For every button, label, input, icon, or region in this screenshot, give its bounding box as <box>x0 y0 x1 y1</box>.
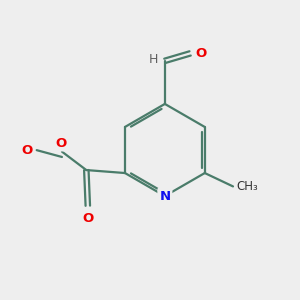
Text: N: N <box>159 190 170 202</box>
Text: O: O <box>196 47 207 60</box>
Text: O: O <box>56 137 67 150</box>
Text: O: O <box>22 144 33 157</box>
Text: H: H <box>149 53 158 66</box>
Text: O: O <box>82 212 93 225</box>
Text: CH₃: CH₃ <box>237 180 258 193</box>
